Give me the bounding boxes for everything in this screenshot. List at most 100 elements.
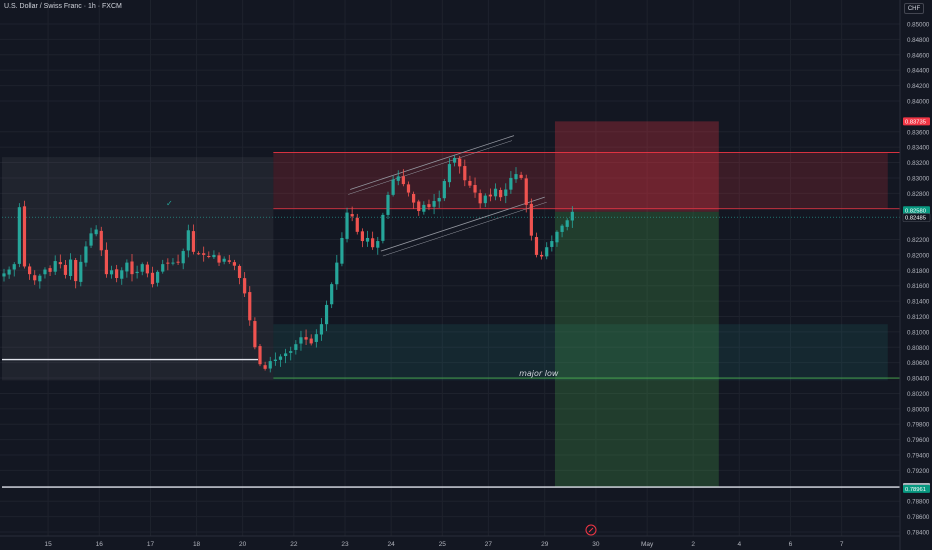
candle-body — [58, 262, 62, 265]
price-tick-label: 0.81600 — [907, 283, 930, 290]
candle-body — [43, 269, 47, 275]
candle-body — [345, 212, 349, 239]
price-tick-label: 0.82000 — [907, 252, 930, 259]
price-tick-label: 0.84600 — [907, 52, 930, 59]
candle-body — [412, 194, 416, 203]
channel-upper-inner-line[interactable] — [348, 140, 513, 195]
check-icon: ✓ — [166, 199, 173, 208]
candle-body — [109, 270, 114, 275]
candle-body — [478, 193, 482, 204]
candle-body — [427, 204, 431, 208]
candle-body — [166, 262, 170, 264]
channel-lower-line[interactable] — [380, 196, 545, 252]
candle-body — [237, 265, 242, 278]
zones — [2, 121, 888, 488]
demand-zone-zone[interactable] — [273, 324, 888, 381]
candle-body — [217, 255, 221, 263]
take-profit-zone[interactable] — [554, 211, 719, 488]
candle-body — [38, 275, 42, 282]
stop-loss-zone[interactable] — [554, 121, 719, 212]
price-tick-label: 0.84400 — [907, 68, 930, 75]
candle-body — [514, 174, 518, 180]
symbol-title[interactable]: U.S. Dollar / Swiss Franc · 1h · FXCM — [4, 3, 122, 10]
time-tick-label: 24 — [388, 541, 396, 548]
candle-body — [243, 278, 247, 294]
price-tick-label: 0.79800 — [907, 422, 930, 429]
annotations: major low ✓ — [166, 199, 597, 536]
time-tick-label: 27 — [485, 541, 493, 548]
price-tick-label: 0.84800 — [907, 37, 930, 44]
price-tick-label: 0.79600 — [907, 437, 930, 444]
candle-body — [560, 225, 564, 232]
alert-clock-icon[interactable] — [585, 524, 597, 536]
range-box-zone[interactable] — [2, 157, 274, 381]
candle-body — [212, 254, 216, 258]
price-tag-label: 0.82485 — [905, 216, 926, 222]
price-tick-label: 0.80200 — [907, 391, 930, 398]
candle-body — [207, 256, 211, 258]
candle-body — [79, 261, 83, 282]
candle-body — [386, 194, 390, 215]
trend-channel[interactable] — [348, 135, 547, 257]
alert-clock-hand-icon — [588, 527, 594, 533]
candle-body — [232, 262, 236, 266]
candle-body — [253, 321, 257, 348]
candle-body — [499, 189, 503, 198]
candle-body — [432, 201, 436, 207]
price-tag-label: 0.83735 — [905, 119, 926, 125]
time-tick-label: 30 — [592, 541, 600, 548]
candle-body — [330, 284, 334, 305]
price-tick-label: 0.78400 — [907, 530, 930, 537]
candle-body — [294, 344, 298, 350]
candle-body — [422, 204, 426, 212]
time-tick-label: 29 — [541, 541, 549, 548]
candle-body — [340, 237, 344, 264]
candle-body — [437, 197, 441, 202]
candle-body — [550, 241, 554, 247]
time-axis[interactable]: 15 16 17 18 20 22 23 24 25 27 29 30 May 2 4 6 7 — [0, 535, 900, 548]
price-tick-label: 0.81000 — [907, 329, 930, 336]
candle-body — [335, 262, 339, 285]
candle-body — [493, 188, 498, 197]
time-tick-label: 22 — [290, 541, 298, 548]
channel-lower-inner-line[interactable] — [382, 201, 547, 257]
candle-body — [278, 356, 283, 360]
price-tick-label: 0.84200 — [907, 83, 930, 90]
supply-zone-zone[interactable] — [273, 152, 888, 209]
candle-body — [268, 361, 272, 369]
price-tick-label: 0.83000 — [907, 175, 930, 182]
candle-body — [314, 334, 318, 342]
channel-upper-line[interactable] — [350, 135, 515, 190]
candle-body — [176, 261, 180, 263]
candle-body — [365, 237, 370, 242]
time-tick-label: 16 — [96, 541, 104, 548]
candle-body — [145, 264, 149, 274]
price-tick-label: 0.81400 — [907, 299, 930, 306]
candle-body — [509, 177, 513, 190]
candle-body — [391, 179, 395, 195]
candle-body — [529, 203, 533, 236]
candle-body — [519, 174, 523, 178]
candle-body — [150, 272, 155, 285]
candle-body — [524, 178, 528, 205]
candle-body — [442, 181, 446, 199]
price-tick-label: 0.85000 — [907, 22, 930, 29]
candle-body — [104, 249, 108, 275]
candle-body — [63, 264, 68, 275]
price-tick-label: 0.78600 — [907, 514, 930, 521]
candle-body — [483, 195, 487, 204]
currency-badge[interactable]: CHF — [904, 3, 924, 14]
candle-body — [125, 262, 129, 272]
candle-body — [273, 359, 277, 362]
candle-body — [555, 231, 559, 243]
candle-body — [84, 246, 88, 263]
price-axis[interactable]: 0.85000 0.84800 0.84600 0.84400 0.84200 0.840… — [899, 0, 930, 550]
candle-body — [120, 270, 124, 279]
major-low-label[interactable]: major low — [519, 369, 559, 378]
horizontal-lines — [2, 152, 900, 488]
candle-body — [401, 176, 405, 185]
candle-body — [258, 346, 262, 365]
candle-body — [468, 180, 472, 186]
